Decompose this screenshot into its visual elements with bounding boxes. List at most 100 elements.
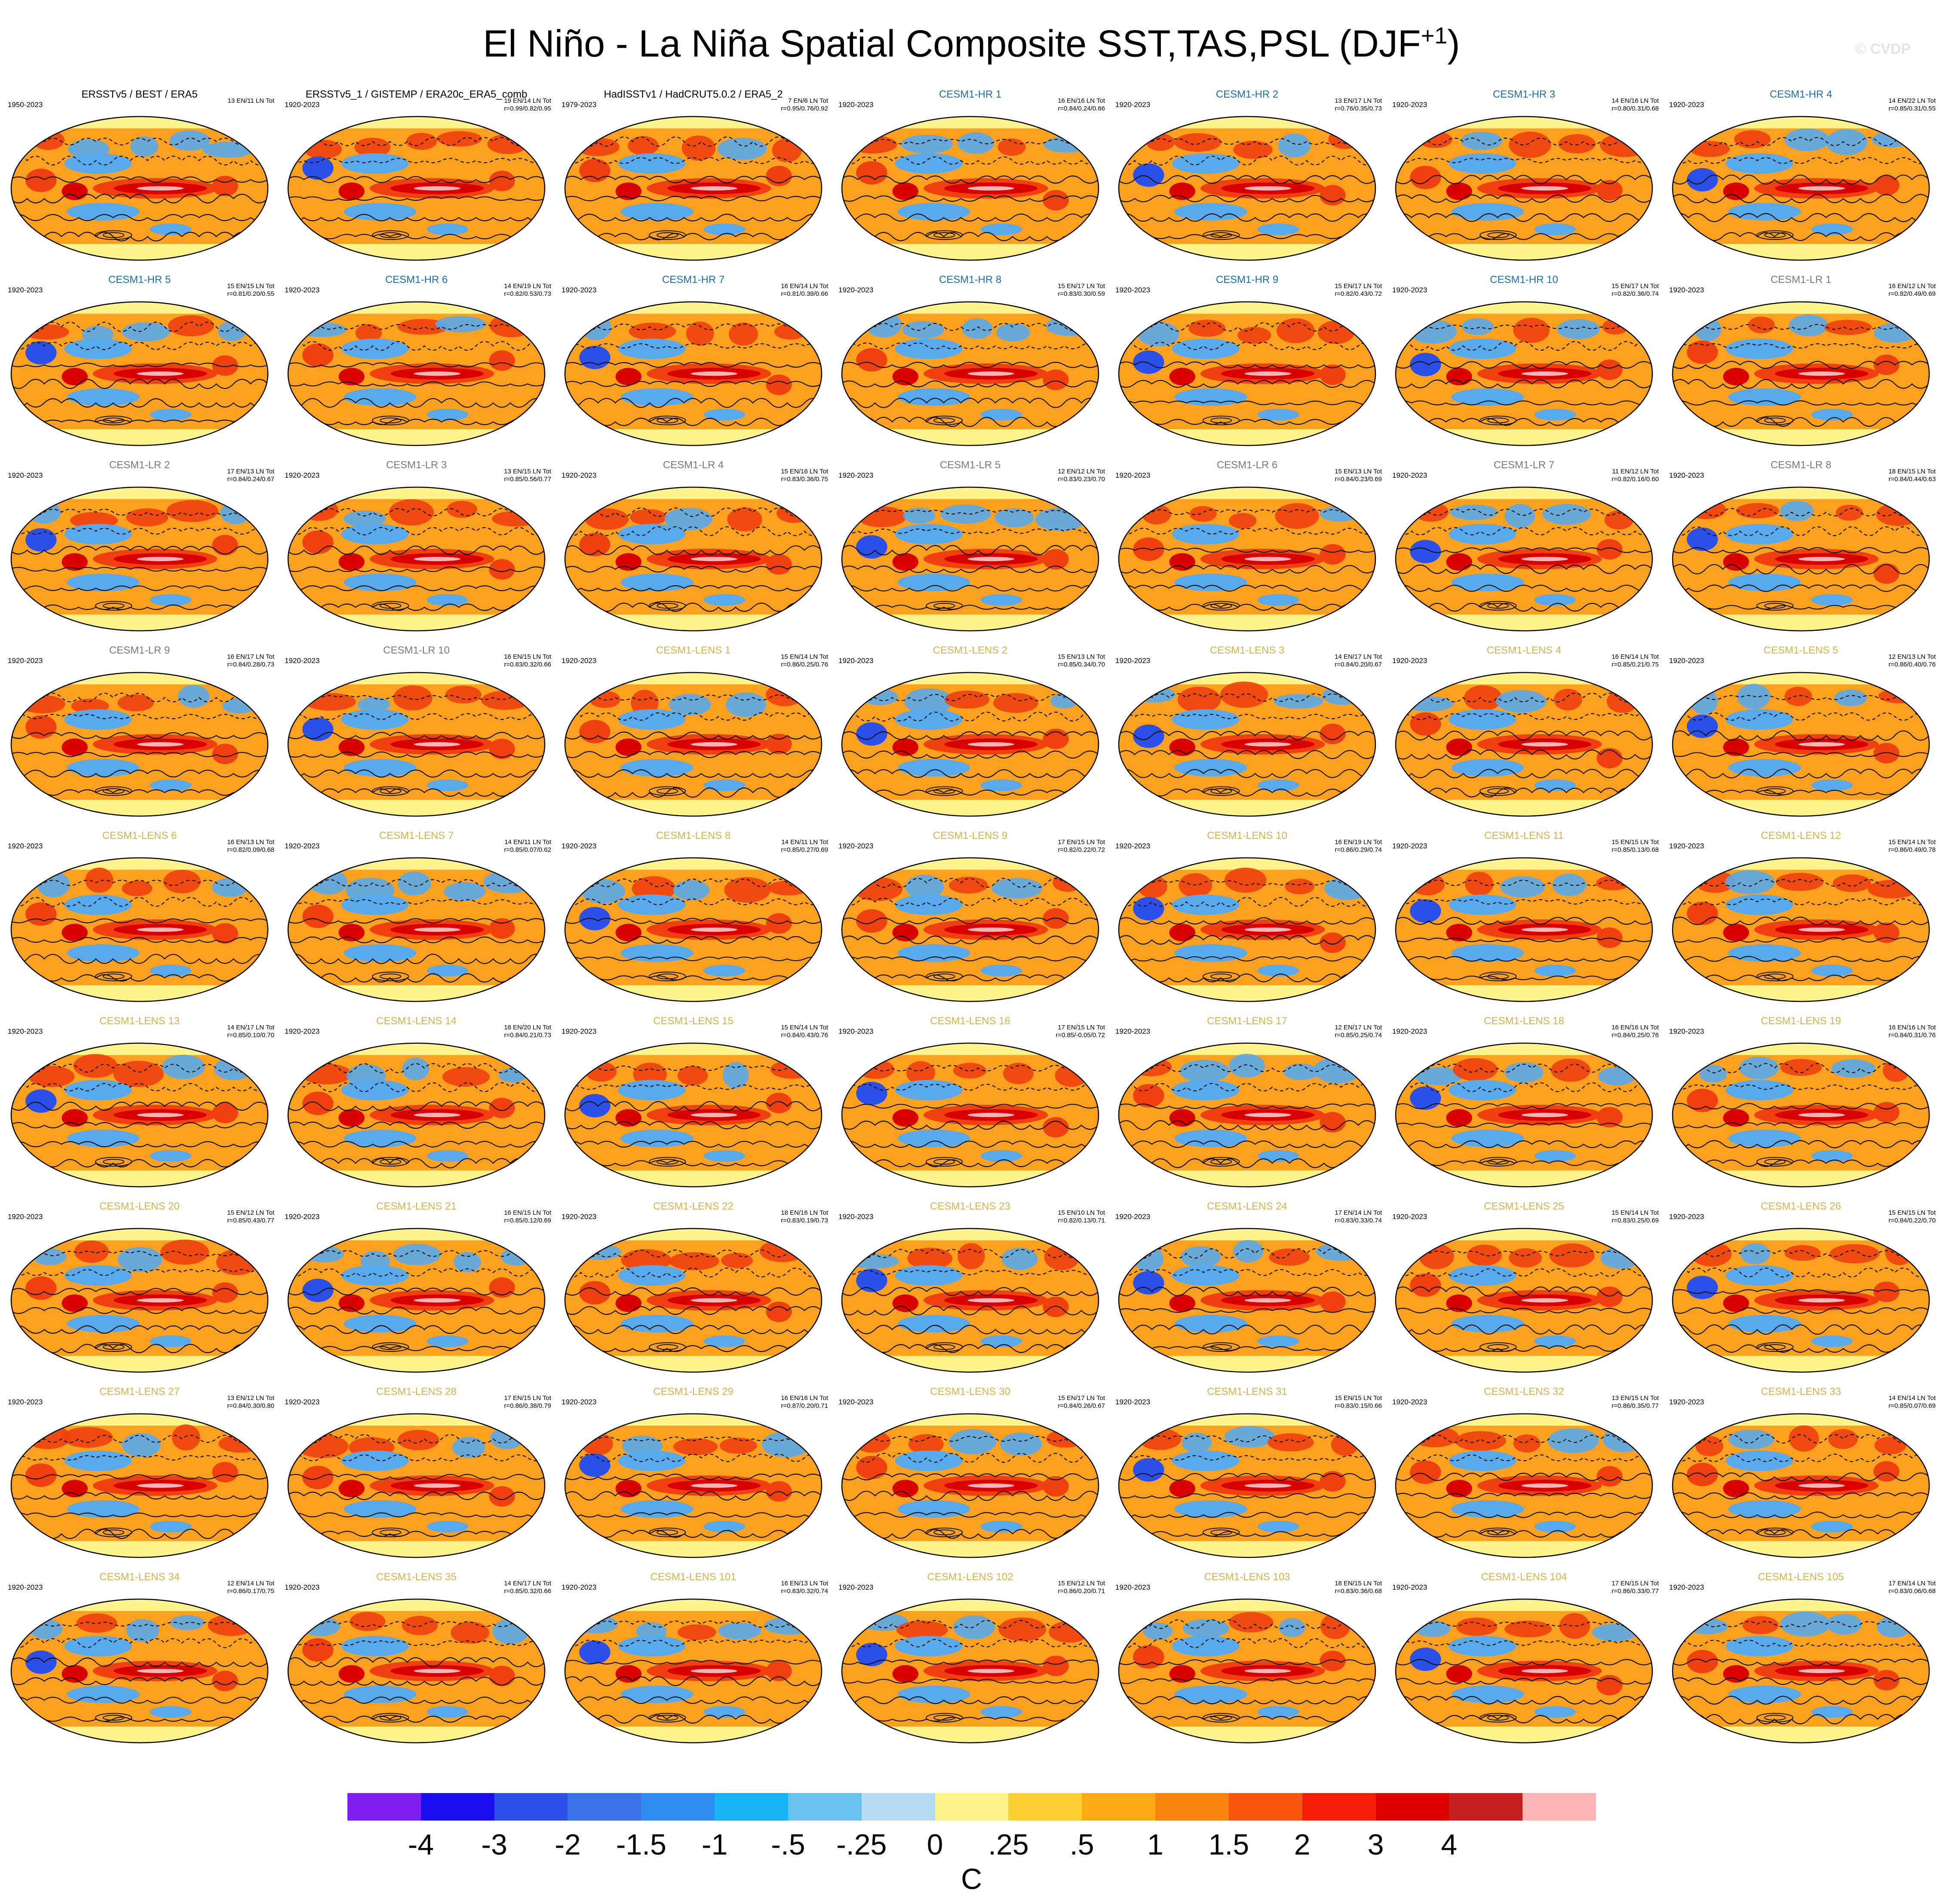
map-anomaly-patch xyxy=(905,875,944,900)
panel-title: CESM1-LENS 20 xyxy=(99,1201,180,1212)
map-anomaly-patch xyxy=(896,1620,948,1640)
panel-title: CESM1-LENS 19 xyxy=(1761,1015,1841,1027)
composite-map xyxy=(287,486,546,632)
map-cold-anomaly xyxy=(980,779,1022,791)
psl-contour xyxy=(565,1620,822,1628)
map-cold-anomaly xyxy=(1257,1150,1299,1162)
map-cold-anomaly xyxy=(427,594,469,606)
map-cold-anomaly xyxy=(1534,1335,1576,1347)
map-anomaly-patch xyxy=(1446,738,1472,756)
map-anomaly-patch xyxy=(222,698,256,714)
map-anomaly-patch xyxy=(25,1089,57,1113)
psl-contour xyxy=(1119,880,1375,886)
map-antarctic-band xyxy=(11,1541,268,1557)
psl-contour xyxy=(565,751,822,758)
psl-contour xyxy=(1119,1716,1375,1723)
panel-years: 1979-2023 xyxy=(562,101,597,109)
map-anomaly-patch xyxy=(1043,1117,1069,1138)
map-anomaly-patch xyxy=(1695,1436,1723,1456)
psl-contour xyxy=(1119,1064,1375,1072)
map-cold-anomaly xyxy=(1534,408,1576,421)
psl-contour xyxy=(1119,528,1375,535)
map-cold-anomaly xyxy=(344,944,417,962)
panel-title: CESM1-LENS 18 xyxy=(1484,1015,1564,1027)
map-cold-anomaly xyxy=(1451,759,1524,777)
psl-contour xyxy=(565,956,822,961)
psl-contour xyxy=(1396,564,1652,574)
panel-event-counts: 15 EN/10 LN Tot xyxy=(1058,1209,1105,1216)
map-panel: CESM1-LENS 5 1920-2023 12 EN/13 LN Tot r=0.… xyxy=(1663,642,1939,828)
map-anomaly-patch xyxy=(1867,880,1917,899)
psl-contour xyxy=(842,750,1099,759)
psl-contour xyxy=(1202,971,1240,981)
map-anomaly-patch xyxy=(1780,501,1814,521)
map-anomaly-patch xyxy=(61,1109,88,1127)
panel-event-counts: 16 EN/14 LN Tot xyxy=(781,283,828,290)
map-panel: CESM1-LR 2 1920-2023 17 EN/13 LN Tot r=0.84… xyxy=(1,457,278,642)
map-anomaly-patch xyxy=(1169,368,1195,386)
map-anomaly-patch xyxy=(1233,1240,1264,1263)
map-antarctic-band xyxy=(842,429,1099,445)
map-anomaly-patch xyxy=(1133,163,1164,187)
map-cold-anomaly xyxy=(67,1315,140,1333)
psl-contour xyxy=(1479,415,1517,425)
map-cold-anomaly xyxy=(1811,1150,1853,1162)
map-antarctic-band xyxy=(842,1726,1099,1743)
map-arctic-band xyxy=(11,1228,268,1241)
psl-contour xyxy=(1673,1472,1929,1481)
map-cold-anomaly xyxy=(1172,338,1240,359)
colorbar-swatch xyxy=(1228,1793,1303,1821)
map-enso-peak xyxy=(1798,1298,1845,1303)
map-anomaly-patch xyxy=(1003,1063,1034,1084)
map-anomaly-patch xyxy=(1269,1248,1310,1266)
psl-contour xyxy=(103,1159,125,1165)
map-cold-anomaly xyxy=(344,1130,417,1147)
composite-map xyxy=(1118,1042,1376,1188)
psl-contour xyxy=(1479,1527,1517,1537)
panel-pattern-correlations: r=0.82/0.49/0.69 xyxy=(1888,290,1936,298)
map-anomaly-patch xyxy=(481,691,530,710)
panel-years: 1920-2023 xyxy=(838,1398,874,1406)
psl-contour xyxy=(288,1063,545,1073)
psl-contour xyxy=(1396,547,1652,553)
map-anomaly-patch xyxy=(402,1057,430,1081)
map-antarctic-band xyxy=(1119,1726,1375,1743)
psl-contour xyxy=(842,156,1099,165)
psl-contour xyxy=(565,418,822,426)
map-cold-anomaly xyxy=(620,759,694,777)
composite-map xyxy=(841,1598,1099,1744)
map-anomaly-patch xyxy=(1229,1053,1265,1078)
map-anomaly-patch xyxy=(1043,549,1069,570)
map-enso-peak xyxy=(691,186,738,191)
map-anomaly-patch xyxy=(1789,1425,1819,1452)
psl-contour xyxy=(842,956,1099,961)
map-anomaly-patch xyxy=(162,1054,205,1079)
psl-contour xyxy=(1396,879,1652,886)
map-anomaly-patch xyxy=(1723,738,1749,756)
map-anomaly-patch xyxy=(218,1434,263,1453)
panel-pattern-correlations: r=0.85/0.56/0.77 xyxy=(504,476,551,483)
composite-map xyxy=(564,672,823,817)
map-arctic-band xyxy=(1673,1043,1929,1055)
colorbar-swatch xyxy=(1155,1793,1229,1821)
panel-title: CESM1-LENS 2 xyxy=(933,645,1008,656)
panel-pattern-correlations: r=0.85/0.32/0.66 xyxy=(504,1588,551,1595)
psl-contour xyxy=(95,1157,132,1167)
map-outline xyxy=(564,857,823,1002)
map-anomaly-patch xyxy=(130,136,159,157)
panel-years: 1920-2023 xyxy=(562,1213,597,1221)
map-anomaly-patch xyxy=(1885,1239,1914,1265)
map-anomaly-patch xyxy=(1558,134,1596,154)
psl-contour xyxy=(11,509,268,516)
psl-contour xyxy=(1396,899,1652,905)
map-anomaly-patch xyxy=(902,321,944,339)
map-anomaly-patch xyxy=(1133,350,1164,374)
panel-event-counts: 15 EN/13 LN Tot xyxy=(1335,468,1382,475)
map-cold-anomaly xyxy=(1174,759,1247,777)
map-anomaly-patch xyxy=(579,720,611,743)
psl-contour xyxy=(1673,974,1929,981)
psl-contour xyxy=(11,193,268,203)
psl-contour xyxy=(288,1141,545,1148)
psl-contour xyxy=(1396,1345,1652,1352)
psl-contour xyxy=(1756,601,1794,611)
